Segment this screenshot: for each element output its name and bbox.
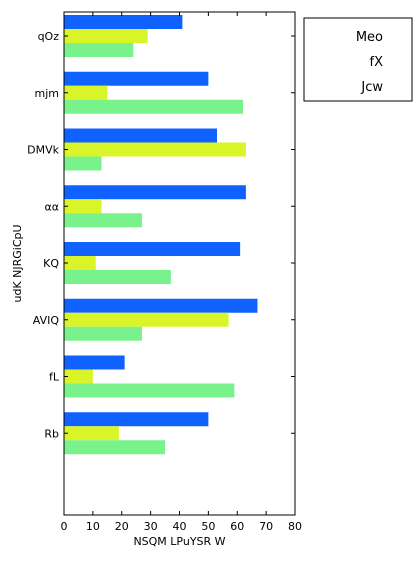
bar-Meo-fL [64, 355, 125, 370]
bar-Meo-DMVk [64, 128, 218, 143]
x-tick-label: 30 [144, 520, 158, 533]
bar-Jcw-DMVk [64, 156, 102, 171]
y-axis: qOz mjm DMVk αα KQ AVIQ fL Rb [27, 30, 295, 440]
x-tick-label: 80 [288, 520, 302, 533]
bar-fX-αα [64, 199, 102, 214]
bar-Jcw-Rb [64, 440, 166, 455]
legend: Meo fX Jcw [303, 17, 413, 102]
bar-Jcw-KQ [64, 270, 171, 284]
y-tick-label: DMVk [27, 144, 59, 157]
y-tick-label: AVIQ [33, 314, 60, 327]
bar-fX-mjm [64, 85, 108, 100]
x-tick-label: 60 [230, 520, 244, 533]
x-tick-label: 70 [259, 520, 273, 533]
x-tick-label: 0 [61, 520, 68, 533]
bar-Meo-KQ [64, 242, 241, 256]
bars-layer [64, 15, 258, 455]
y-tick-label: KQ [43, 257, 59, 270]
y-tick-label: αα [44, 200, 59, 213]
bar-fX-KQ [64, 256, 96, 270]
bar-fX-fL [64, 369, 93, 384]
bar-Jcw-qOz [64, 43, 134, 57]
bar-fX-qOz [64, 29, 148, 43]
bar-Meo-Rb [64, 412, 209, 427]
y-tick-label: Rb [44, 427, 59, 440]
bar-Meo-mjm [64, 71, 209, 86]
x-axis-title: NSQM LPuYSR W [133, 535, 225, 548]
y-tick-label: mjm [35, 87, 60, 100]
bar-Jcw-fL [64, 383, 235, 398]
bar-Meo-qOz [64, 15, 183, 29]
bar-fX-AVIQ [64, 312, 229, 327]
y-axis-title: udK NJRGiCpU [11, 224, 24, 302]
legend-box [303, 17, 413, 102]
x-axis: 0 10 20 30 40 50 60 70 80 [61, 12, 302, 533]
x-tick-label: 10 [86, 520, 100, 533]
x-tick-label: 40 [173, 520, 187, 533]
x-tick-label: 20 [115, 520, 129, 533]
bar-Jcw-mjm [64, 99, 244, 114]
bar-Jcw-AVIQ [64, 326, 142, 341]
y-tick-label: qOz [38, 30, 60, 43]
y-tick-label: fL [49, 371, 60, 384]
bar-fX-DMVk [64, 142, 246, 157]
bar-fX-Rb [64, 426, 119, 441]
x-tick-label: 50 [201, 520, 215, 533]
legend-entry-Meo: Meo [356, 30, 383, 45]
bar-Jcw-αα [64, 213, 142, 228]
bar-Meo-αα [64, 185, 246, 200]
legend-entry-fX: fX [370, 55, 384, 70]
bar-Meo-AVIQ [64, 298, 258, 313]
legend-entry-Jcw: Jcw [360, 80, 383, 95]
